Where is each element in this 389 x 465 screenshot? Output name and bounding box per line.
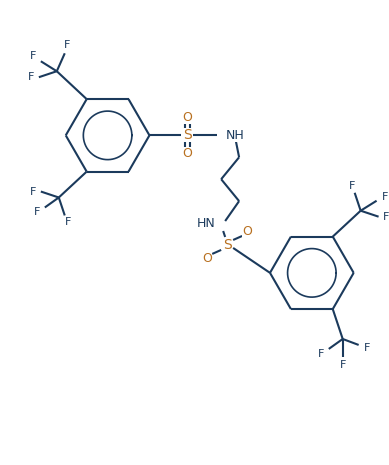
Text: F: F xyxy=(317,349,324,359)
Text: F: F xyxy=(34,207,40,218)
Text: O: O xyxy=(182,111,192,124)
Text: F: F xyxy=(65,218,71,227)
Text: S: S xyxy=(183,128,192,142)
Text: F: F xyxy=(349,181,355,191)
Text: HN: HN xyxy=(196,217,215,230)
Text: F: F xyxy=(384,212,389,222)
Text: S: S xyxy=(223,238,231,252)
Text: O: O xyxy=(242,225,252,238)
Text: F: F xyxy=(381,192,388,202)
Text: O: O xyxy=(202,252,212,266)
Text: F: F xyxy=(63,40,70,50)
Text: F: F xyxy=(363,343,370,353)
Text: O: O xyxy=(182,147,192,160)
Text: F: F xyxy=(30,51,36,61)
Text: NH: NH xyxy=(226,129,245,142)
Text: F: F xyxy=(30,186,36,197)
Text: F: F xyxy=(28,72,34,82)
Text: F: F xyxy=(340,360,346,370)
